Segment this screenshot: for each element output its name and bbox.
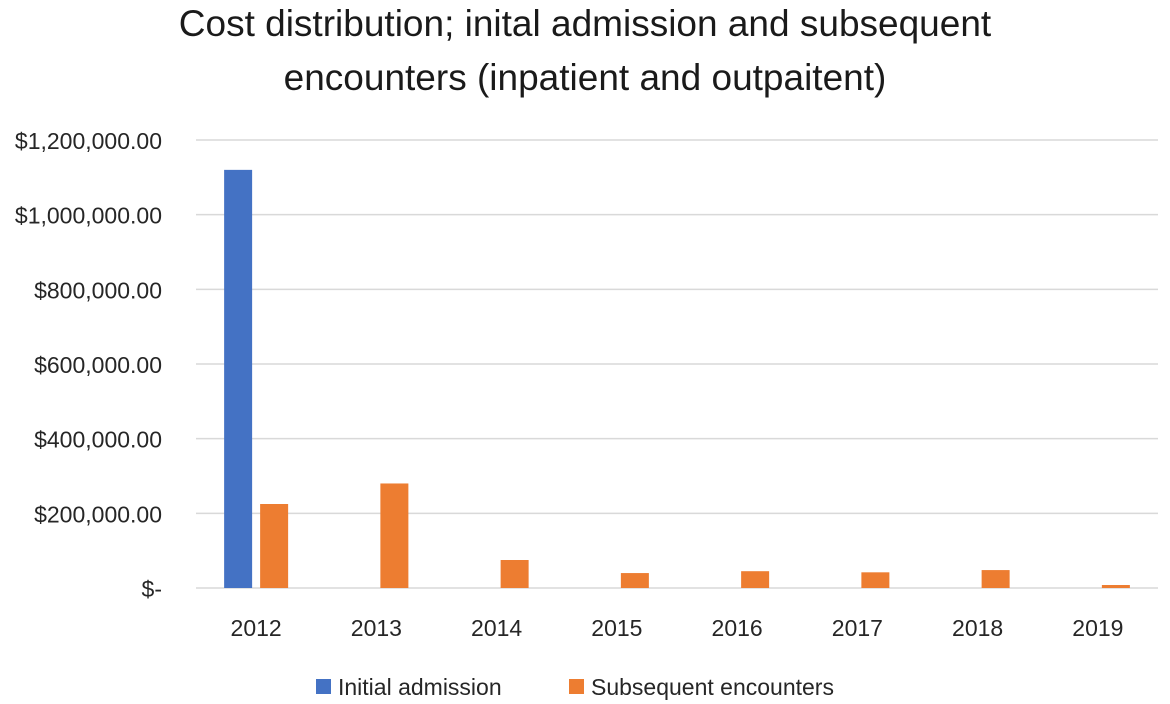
legend-label: Initial admission <box>338 674 502 700</box>
bar-subsequent-encounters-2013 <box>380 483 409 588</box>
y-tick-label: $400,000.00 <box>34 427 162 453</box>
y-tick-label: $1,200,000.00 <box>15 128 162 154</box>
bar-subsequent-encounters-2014 <box>500 560 529 588</box>
x-tick-label: 2016 <box>712 615 763 641</box>
x-axis-tick-labels: 2012 2013 2014 2015 2016 2017 2018 2019 <box>231 615 1124 641</box>
bar-subsequent-encounters-2017 <box>861 572 890 588</box>
y-axis-tick-labels: $- $200,000.00 $400,000.00 $600,000.00 $800,… <box>15 128 162 602</box>
chart-title-line-1: Cost distribution; inital admission and … <box>178 3 992 44</box>
y-tick-label: $800,000.00 <box>34 277 162 303</box>
y-tick-label: $- <box>142 576 162 602</box>
y-tick-label: $200,000.00 <box>34 501 162 527</box>
bar-initial-admission-2012 <box>224 169 253 588</box>
x-tick-label: 2019 <box>1072 615 1123 641</box>
bar-subsequent-encounters-2016 <box>741 571 770 588</box>
bar-subsequent-encounters-2012 <box>260 504 289 588</box>
bar-subsequent-encounters-2018 <box>981 570 1010 588</box>
legend: Initial admission Subsequent encounters <box>316 674 834 700</box>
bar-subsequent-encounters-2019 <box>1101 585 1130 588</box>
y-tick-label: $1,000,000.00 <box>15 203 162 229</box>
legend-label: Subsequent encounters <box>591 674 834 700</box>
gridlines <box>196 139 1158 589</box>
legend-swatch-initial-admission <box>316 679 331 694</box>
bars <box>224 169 1130 588</box>
bar-subsequent-encounters-2015 <box>620 573 649 588</box>
x-tick-label: 2013 <box>351 615 402 641</box>
x-tick-label: 2017 <box>832 615 883 641</box>
legend-swatch-subsequent-encounters <box>569 679 584 694</box>
y-tick-label: $600,000.00 <box>34 352 162 378</box>
x-tick-label: 2018 <box>952 615 1003 641</box>
x-tick-label: 2015 <box>591 615 642 641</box>
x-tick-label: 2012 <box>231 615 282 641</box>
chart-title-line-2: encounters (inpatient and outpaitent) <box>283 57 887 98</box>
x-tick-label: 2014 <box>471 615 522 641</box>
